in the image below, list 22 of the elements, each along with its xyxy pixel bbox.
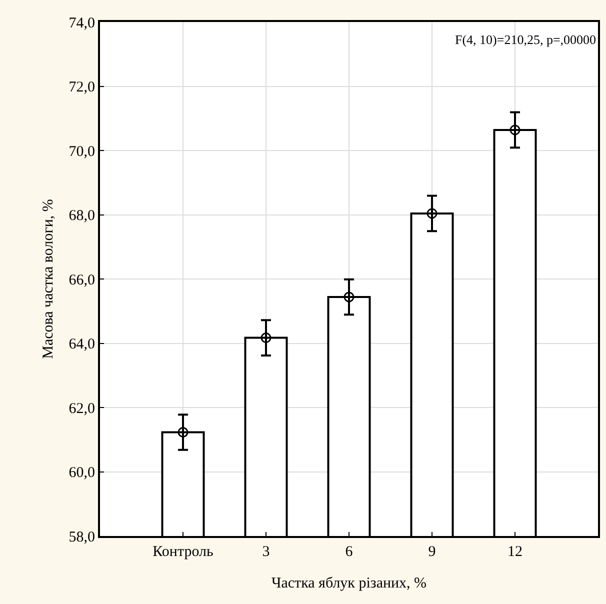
x-tick-label: Контроль xyxy=(152,544,214,560)
x-tick-label: 9 xyxy=(428,544,436,560)
y-tick-label: 60,0 xyxy=(68,465,95,481)
x-tick-label: 3 xyxy=(262,544,270,560)
y-tick-label: 70,0 xyxy=(68,144,95,160)
y-tick-label: 74,0 xyxy=(68,15,95,32)
point xyxy=(178,426,188,438)
point xyxy=(344,292,354,302)
y-tick-label: 62,0 xyxy=(68,400,95,417)
x-tick-label: 12 xyxy=(508,544,522,560)
y-tick-label: 72,0 xyxy=(68,80,95,96)
x-tick-label: 6 xyxy=(345,544,354,560)
point xyxy=(260,332,272,344)
point xyxy=(510,124,520,136)
y-tick-label: 68,0 xyxy=(68,208,95,224)
y-tick-label: 58,0 xyxy=(68,529,95,546)
point xyxy=(426,208,438,219)
y-axis-title: Масова частка вологи, % xyxy=(40,199,56,359)
y-tick-label: 66,0 xyxy=(68,272,95,288)
y-tick-label: 64,0 xyxy=(68,336,95,352)
annotation: F(4, 10)=210,25, p=,00000 xyxy=(455,32,596,47)
x-axis-title: Частка яблук різаних, % xyxy=(271,576,427,592)
